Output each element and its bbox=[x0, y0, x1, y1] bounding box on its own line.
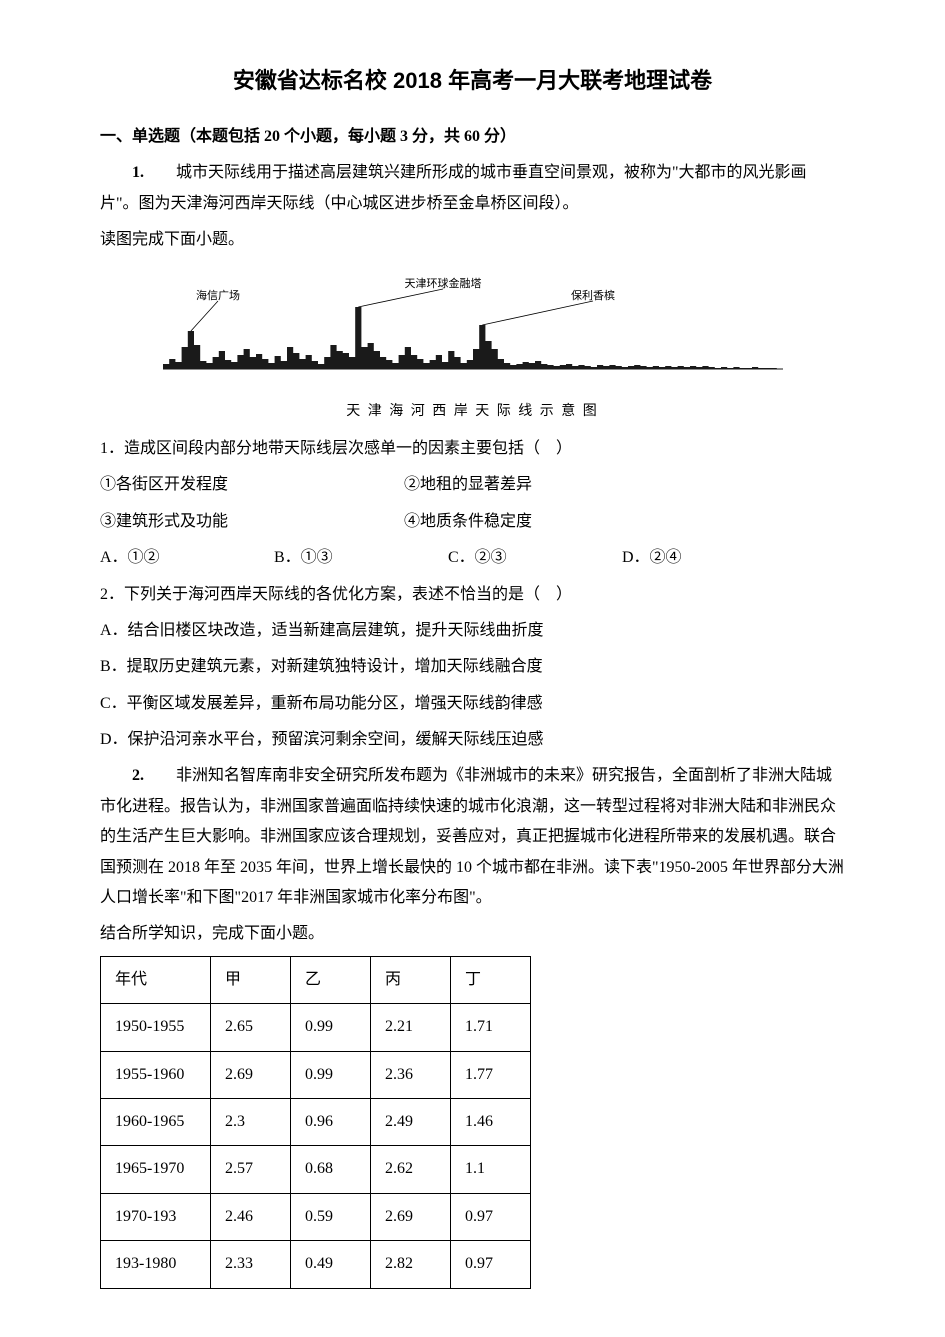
sub1-choice-c: C．②③ bbox=[448, 543, 618, 573]
table-cell: 2.46 bbox=[211, 1193, 291, 1240]
table-header-cell: 乙 bbox=[291, 956, 371, 1003]
sub1-line2: ③建筑形式及功能 ④地质条件稳定度 bbox=[100, 507, 845, 537]
table-cell: 0.68 bbox=[291, 1146, 371, 1193]
table-cell: 0.99 bbox=[291, 1004, 371, 1051]
table-cell: 1960-1965 bbox=[101, 1098, 211, 1145]
sub1-choice-d: D．②④ bbox=[622, 543, 792, 573]
table-cell: 1950-1955 bbox=[101, 1004, 211, 1051]
sub2-choice-c: C．平衡区域发展差异，重新布局功能分区，增强天际线韵律感 bbox=[100, 689, 845, 719]
table-cell: 0.59 bbox=[291, 1193, 371, 1240]
svg-text:天津环球金融塔: 天津环球金融塔 bbox=[404, 276, 481, 290]
table-cell: 2.49 bbox=[371, 1098, 451, 1145]
table-header-cell: 丁 bbox=[451, 956, 531, 1003]
table-cell: 0.97 bbox=[451, 1193, 531, 1240]
table-cell: 2.36 bbox=[371, 1051, 451, 1098]
skyline-caption: 天 津 海 河 西 岸 天 际 线 示 意 图 bbox=[100, 399, 845, 426]
q1-stem: 1.城市天际线用于描述高层建筑兴建所形成的城市垂直空间景观，被称为"大都市的风光… bbox=[100, 158, 845, 219]
table-cell: 1.1 bbox=[451, 1146, 531, 1193]
table-cell: 1.77 bbox=[451, 1051, 531, 1098]
table-cell: 0.49 bbox=[291, 1241, 371, 1288]
table-cell: 1.71 bbox=[451, 1004, 531, 1051]
table-cell: 193-1980 bbox=[101, 1241, 211, 1288]
q1-number: 1. bbox=[132, 158, 144, 188]
table-row: 年代甲乙丙丁 bbox=[101, 956, 531, 1003]
table-cell: 1955-1960 bbox=[101, 1051, 211, 1098]
table-cell: 2.3 bbox=[211, 1098, 291, 1145]
exam-title: 安徽省达标名校 2018 年高考一月大联考地理试卷 bbox=[100, 60, 845, 102]
sub2-choice-b: B．提取历史建筑元素，对新建筑独特设计，增加天际线融合度 bbox=[100, 652, 845, 682]
section-1-heading: 一、单选题（本题包括 20 个小题，每小题 3 分，共 60 分） bbox=[100, 122, 845, 152]
population-table: 年代甲乙丙丁1950-19552.650.992.211.711955-1960… bbox=[100, 956, 531, 1289]
sub1-choice-b: B．①③ bbox=[274, 543, 444, 573]
table-cell: 2.57 bbox=[211, 1146, 291, 1193]
sub1-opt1: ①各街区开发程度 bbox=[100, 470, 400, 500]
q1-read-instruction: 读图完成下面小题。 bbox=[100, 225, 845, 255]
table-cell: 0.96 bbox=[291, 1098, 371, 1145]
svg-text:保利香槟: 保利香槟 bbox=[571, 288, 615, 302]
q2-stem: 2.非洲知名智库南非安全研究所发布题为《非洲城市的未来》研究报告，全面剖析了非洲… bbox=[100, 761, 845, 913]
q2-number: 2. bbox=[132, 761, 144, 791]
table-cell: 0.97 bbox=[451, 1241, 531, 1288]
skyline-figure: 海信广场 天津环球金融塔保利香槟 天 津 海 河 西 岸 天 际 线 示 意 图 bbox=[100, 271, 845, 426]
table-row: 1955-19602.690.992.361.77 bbox=[101, 1051, 531, 1098]
table-cell: 1.46 bbox=[451, 1098, 531, 1145]
sub1-choices: A．①② B．①③ C．②③ D．②④ bbox=[100, 543, 845, 573]
sub1-stem: 1．造成区间段内部分地带天际线层次感单一的因素主要包括（ ） bbox=[100, 434, 845, 464]
table-cell: 2.69 bbox=[371, 1193, 451, 1240]
table-header-cell: 丙 bbox=[371, 956, 451, 1003]
sub1-opt3: ③建筑形式及功能 bbox=[100, 507, 400, 537]
table-cell: 0.99 bbox=[291, 1051, 371, 1098]
table-row: 1965-19702.570.682.621.1 bbox=[101, 1146, 531, 1193]
svg-text:海信广场: 海信广场 bbox=[196, 288, 240, 302]
sub1-choice-a: A．①② bbox=[100, 543, 270, 573]
table-cell: 2.82 bbox=[371, 1241, 451, 1288]
table-cell: 2.62 bbox=[371, 1146, 451, 1193]
q1-text: 城市天际线用于描述高层建筑兴建所形成的城市垂直空间景观，被称为"大都市的风光影画… bbox=[100, 164, 807, 211]
sub2-choice-a: A．结合旧楼区块改造，适当新建高层建筑，提升天际线曲折度 bbox=[100, 616, 845, 646]
table-header-cell: 年代 bbox=[101, 956, 211, 1003]
q2-text: 非洲知名智库南非安全研究所发布题为《非洲城市的未来》研究报告，全面剖析了非洲大陆… bbox=[100, 767, 844, 906]
skyline-svg: 海信广场 天津环球金融塔保利香槟 bbox=[163, 271, 783, 391]
table-cell: 2.33 bbox=[211, 1241, 291, 1288]
sub2-choice-d: D．保护沿河亲水平台，预留滨河剩余空间，缓解天际线压迫感 bbox=[100, 725, 845, 755]
table-row: 193-19802.330.492.820.97 bbox=[101, 1241, 531, 1288]
sub1-line1: ①各街区开发程度 ②地租的显著差异 bbox=[100, 470, 845, 500]
sub1-opt2: ②地租的显著差异 bbox=[404, 470, 704, 500]
table-row: 1960-19652.30.962.491.46 bbox=[101, 1098, 531, 1145]
table-cell: 2.21 bbox=[371, 1004, 451, 1051]
table-row: 1950-19552.650.992.211.71 bbox=[101, 1004, 531, 1051]
table-header-cell: 甲 bbox=[211, 956, 291, 1003]
table-row: 1970-1932.460.592.690.97 bbox=[101, 1193, 531, 1240]
table-cell: 1970-193 bbox=[101, 1193, 211, 1240]
table-cell: 2.69 bbox=[211, 1051, 291, 1098]
table-cell: 1965-1970 bbox=[101, 1146, 211, 1193]
sub2-stem: 2．下列关于海河西岸天际线的各优化方案，表述不恰当的是（ ） bbox=[100, 580, 845, 610]
table-cell: 2.65 bbox=[211, 1004, 291, 1051]
q2-read-instruction: 结合所学知识，完成下面小题。 bbox=[100, 919, 845, 949]
sub1-opt4: ④地质条件稳定度 bbox=[404, 507, 704, 537]
